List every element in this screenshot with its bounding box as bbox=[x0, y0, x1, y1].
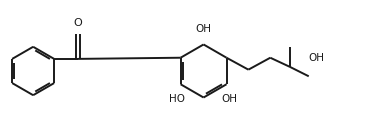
Text: HO: HO bbox=[169, 94, 185, 104]
Text: OH: OH bbox=[309, 53, 325, 63]
Text: OH: OH bbox=[195, 24, 212, 34]
Text: OH: OH bbox=[222, 94, 238, 104]
Text: O: O bbox=[74, 18, 82, 28]
